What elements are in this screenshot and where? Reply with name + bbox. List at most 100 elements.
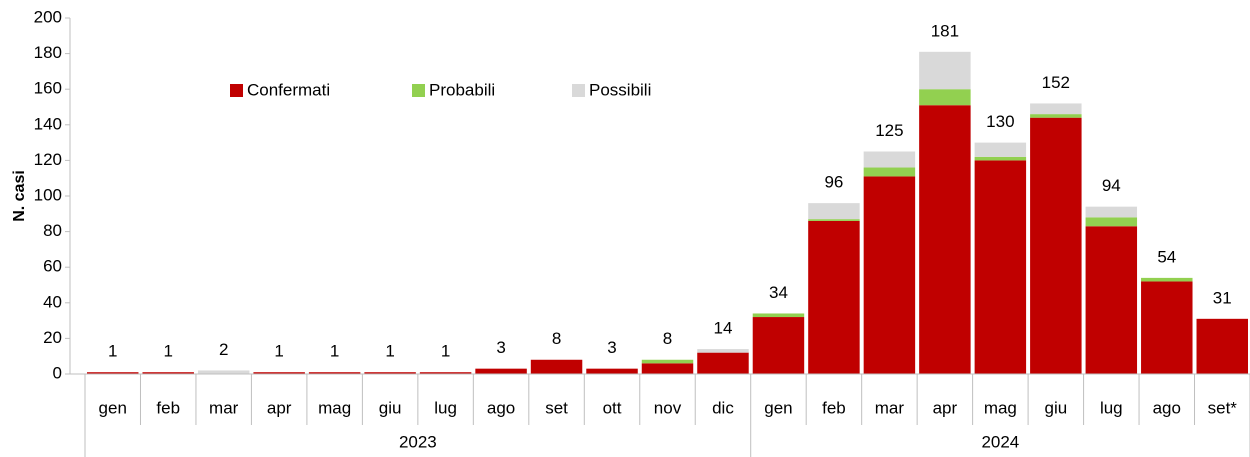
x-tick-label: gen (99, 398, 127, 417)
bar-segment (1085, 217, 1138, 227)
x-tick-label: feb (156, 398, 180, 417)
bar-segment (919, 51, 971, 90)
bar-segment (697, 352, 749, 374)
group-label: 2024 (981, 432, 1019, 451)
bar-segment (641, 359, 694, 364)
total-label: 8 (663, 329, 672, 348)
total-label: 125 (875, 121, 903, 140)
x-tick-label: giu (379, 398, 402, 417)
bar-segment (308, 372, 361, 374)
bar-segment (1141, 277, 1193, 282)
total-label: 2 (219, 340, 228, 359)
x-tick-label: ago (487, 398, 515, 417)
x-tick-label: giu (1044, 398, 1067, 417)
bar-segment (974, 156, 1027, 161)
x-tick-label: mar (875, 398, 905, 417)
y-tick-label: 140 (34, 114, 62, 133)
legend-swatch (572, 84, 585, 97)
total-label: 3 (607, 338, 616, 357)
x-tick-label: set* (1208, 398, 1238, 417)
x-tick-label: nov (654, 398, 682, 417)
total-label: 14 (714, 319, 733, 338)
total-label: 96 (824, 173, 843, 192)
x-tick-label: lug (434, 398, 457, 417)
total-label: 34 (769, 283, 788, 302)
x-tick-label: dic (712, 398, 734, 417)
x-tick-label: mag (318, 398, 351, 417)
total-label: 130 (986, 112, 1014, 131)
bar-segment (419, 372, 472, 374)
x-tick-label: feb (822, 398, 846, 417)
y-axis-label: N. casi (11, 170, 28, 222)
bar-segment (808, 220, 860, 374)
y-tick-label: 40 (43, 292, 62, 311)
bar-segment (253, 372, 305, 374)
total-label: 3 (496, 338, 505, 357)
bar-segment (863, 176, 916, 374)
y-tick-label: 160 (34, 79, 62, 98)
total-label: 1 (108, 342, 117, 361)
group-label: 2023 (399, 432, 437, 451)
total-label: 1 (330, 342, 339, 361)
legend-swatch (412, 84, 425, 97)
x-tick-label: mag (984, 398, 1017, 417)
x-tick-label: set (545, 398, 568, 417)
bar-segment (974, 160, 1027, 374)
bar-segment (1085, 206, 1138, 218)
total-label: 1 (441, 342, 450, 361)
total-label: 181 (931, 21, 959, 40)
y-tick-label: 180 (34, 43, 62, 62)
legend-swatch (230, 84, 243, 97)
bar-segment (364, 372, 416, 374)
bar-segment (87, 372, 139, 374)
bar-segment (974, 142, 1027, 157)
total-label: 1 (274, 342, 283, 361)
x-tick-label: ott (603, 398, 622, 417)
bar-segment (919, 89, 971, 106)
bar-segment (697, 349, 749, 353)
bar-segment (808, 203, 860, 220)
total-label: 54 (1157, 247, 1176, 266)
x-tick-label: gen (764, 398, 792, 417)
y-tick-label: 20 (43, 328, 62, 347)
bar-segment (586, 368, 638, 374)
total-label: 94 (1102, 176, 1121, 195)
bar-segment (863, 167, 916, 177)
legend-label: Confermati (247, 80, 330, 99)
legend-label: Possibili (589, 80, 651, 99)
y-tick-label: 100 (34, 185, 62, 204)
bar-segment (197, 370, 250, 374)
bar-segment (142, 372, 194, 374)
total-label: 152 (1042, 73, 1070, 92)
x-tick-label: lug (1100, 398, 1123, 417)
y-tick-label: 0 (53, 363, 62, 382)
bar-segment (752, 313, 805, 318)
bar-segment (1141, 281, 1193, 374)
bar-segment (475, 368, 527, 374)
bar-segment (1030, 117, 1082, 375)
x-tick-label: mar (209, 398, 239, 417)
x-tick-label: ago (1153, 398, 1181, 417)
total-label: 31 (1213, 288, 1232, 307)
bar-segment (919, 105, 971, 374)
y-tick-label: 200 (34, 7, 62, 26)
x-tick-label: apr (933, 398, 958, 417)
bar-segment (863, 151, 916, 168)
x-tick-label: apr (267, 398, 292, 417)
y-tick-label: 80 (43, 221, 62, 240)
bar-segment (752, 317, 805, 374)
total-label: 1 (163, 342, 172, 361)
legend-label: Probabili (429, 80, 495, 99)
bar-segment (1085, 226, 1138, 374)
y-tick-label: 60 (43, 257, 62, 276)
bar-segment (530, 359, 583, 374)
bar-segment (808, 219, 860, 221)
total-label: 1 (385, 342, 394, 361)
y-tick-label: 120 (34, 150, 62, 169)
bar-segment (641, 363, 694, 374)
bar-segment (1196, 318, 1248, 374)
bar-segment (1030, 114, 1082, 118)
bar-segment (1030, 103, 1082, 115)
total-label: 8 (552, 329, 561, 348)
